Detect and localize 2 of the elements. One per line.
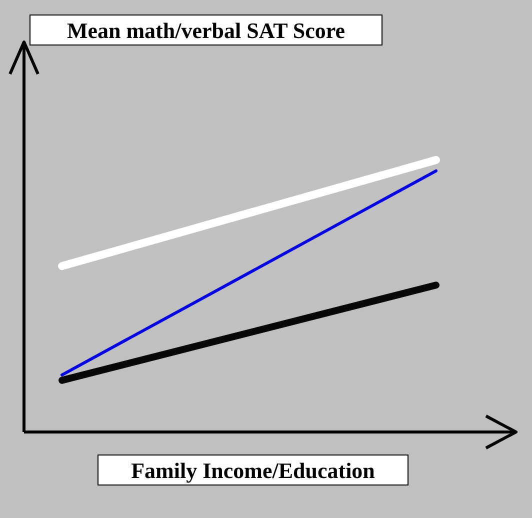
text: Mean math/verbal SAT Score: [66, 18, 346, 43]
x-axis-title: Family Income/Education: [131, 458, 375, 483]
